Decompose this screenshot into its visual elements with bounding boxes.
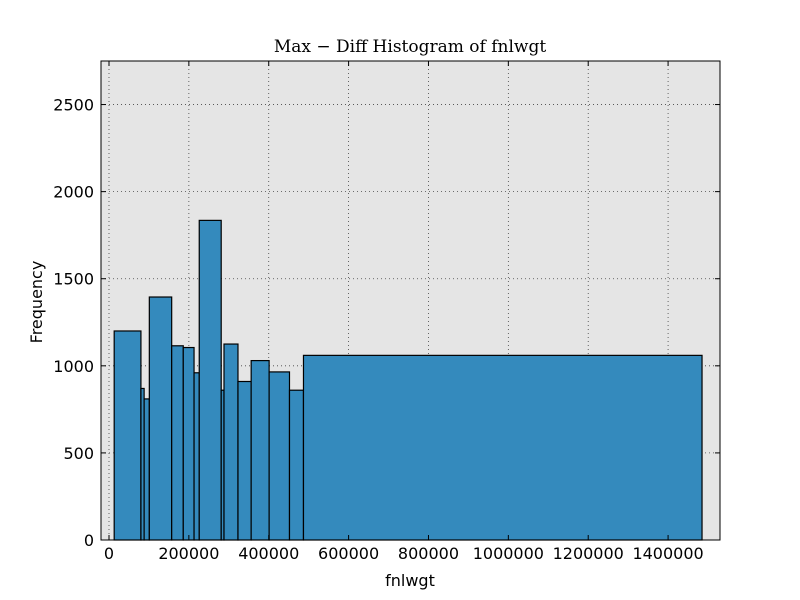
x-axis-label: fnlwgt (385, 571, 435, 590)
histogram-bar (250, 359, 270, 541)
histogram-bar (268, 371, 291, 541)
histogram-bar (288, 389, 305, 541)
x-axis-ticks: 0 200000 400000 600000 800000 1000000 1200000 1… (104, 61, 704, 563)
x-tick-label: 600000 (318, 544, 379, 563)
histogram-bar (193, 372, 200, 541)
x-tick-label: 1200000 (553, 544, 624, 563)
x-tick-label: 0 (104, 544, 114, 563)
histogram-bar (143, 398, 150, 541)
bars (113, 219, 703, 541)
x-tick-label: 1400000 (632, 544, 703, 563)
x-tick-label: 400000 (238, 544, 299, 563)
y-tick-label: 500 (63, 444, 94, 463)
histogram-bar (171, 345, 184, 541)
plot-frame (100, 60, 721, 541)
y-tick-label: 2500 (53, 96, 94, 115)
histogram-bar (148, 296, 173, 541)
histogram-bar (237, 380, 252, 541)
histogram-bar (113, 330, 142, 541)
y-tick-label: 2000 (53, 183, 94, 202)
y-tick-label: 1500 (53, 270, 94, 289)
y-axis-ticks: 0 500 1000 1500 2000 2500 (53, 96, 720, 550)
y-tick-label: 1000 (53, 357, 94, 376)
chart-title: Max − Diff Histogram of fnlwgt (274, 37, 546, 57)
histogram-bar (182, 346, 195, 541)
histogram-bar (302, 354, 703, 541)
y-tick-label: 0 (84, 531, 94, 550)
histogram-bar (223, 343, 239, 541)
y-axis-label: Frequency (27, 261, 46, 344)
x-tick-label: 200000 (158, 544, 219, 563)
histogram-bar (198, 219, 222, 541)
x-tick-label: 1000000 (473, 544, 544, 563)
x-tick-label: 800000 (398, 544, 459, 563)
